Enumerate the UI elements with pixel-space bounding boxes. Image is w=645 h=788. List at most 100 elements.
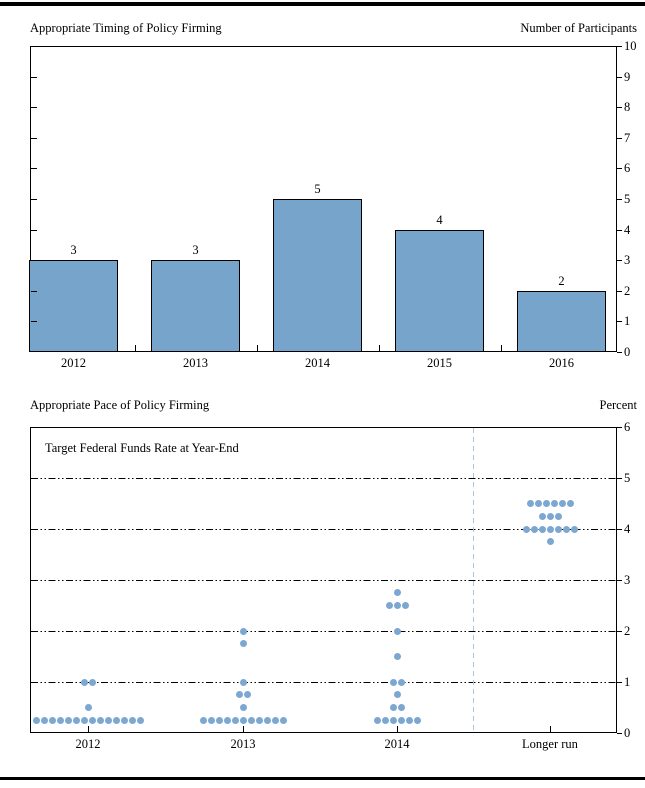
- projection-dot: [554, 512, 562, 520]
- y-tick-left: [31, 260, 37, 262]
- gridline-1: [31, 682, 616, 683]
- bar-value-label: 5: [314, 182, 321, 196]
- projection-dot: [546, 512, 554, 520]
- projection-dot: [72, 716, 80, 724]
- projection-dot: [538, 525, 546, 533]
- projection-dot: [530, 525, 538, 533]
- projection-dot: [397, 716, 405, 724]
- bar-2016: [517, 290, 606, 352]
- projection-dot: [247, 716, 255, 724]
- y-tick-label: 0: [624, 726, 631, 740]
- x-tick-label-2012: 2012: [61, 356, 86, 370]
- projection-dot: [522, 525, 530, 533]
- y-tick-label: 1: [624, 675, 631, 689]
- projection-dot: [562, 525, 570, 533]
- x-axis-tick: [397, 726, 398, 733]
- projection-dot: [84, 704, 92, 711]
- y-tick-label: 1: [624, 314, 631, 329]
- x-tick-label-2013: 2013: [183, 356, 208, 370]
- projection-dot: [56, 716, 64, 724]
- projection-dot: [215, 716, 223, 724]
- x-axis-tick: [134, 345, 136, 352]
- x-axis-tick: [256, 345, 258, 352]
- projection-dot: [542, 500, 550, 507]
- bar-value-label: 4: [436, 212, 443, 227]
- x-axis-tick: [550, 726, 551, 733]
- x-tick-label-longer-run: Longer run: [522, 737, 578, 751]
- projection-dot: [393, 602, 401, 609]
- bottom-rule: [0, 777, 645, 780]
- projection-dot: [120, 716, 128, 724]
- y-tick-right: [617, 529, 622, 530]
- projection-dot: [243, 691, 251, 699]
- projection-dot: [413, 716, 421, 724]
- y-tick-right: [617, 107, 622, 109]
- x-axis-tick: [243, 726, 244, 733]
- projection-dot: [385, 602, 393, 609]
- y-tick-right: [617, 46, 622, 47]
- projection-dot: [255, 716, 263, 724]
- y-tick-left: [31, 290, 37, 292]
- projection-dot: [405, 716, 413, 724]
- timing-chart-title: Appropriate Timing of Policy Firming: [30, 21, 222, 35]
- projection-dot: [136, 716, 144, 724]
- projection-dot: [128, 716, 136, 724]
- y-tick-label: 8: [624, 100, 631, 115]
- y-tick-left: [31, 229, 37, 231]
- projection-dot: [239, 627, 247, 635]
- y-tick-label: 4: [624, 222, 631, 237]
- x-tick-label-2013: 2013: [230, 737, 256, 751]
- projection-dot: [231, 716, 239, 724]
- projection-dot: [526, 500, 534, 507]
- y-tick-label: 3: [624, 573, 631, 587]
- projection-dot: [279, 716, 287, 724]
- x-tick-label-2015: 2015: [427, 356, 452, 370]
- y-tick-label: 4: [624, 522, 631, 536]
- projection-dot: [393, 589, 401, 597]
- y-tick-right: [617, 427, 622, 428]
- bar-2012: [29, 260, 118, 352]
- projection-dot: [104, 716, 112, 724]
- y-tick-left: [31, 321, 37, 323]
- pace-chart-title: Appropriate Pace of Policy Firming: [30, 398, 210, 412]
- y-tick-label: 9: [624, 69, 631, 84]
- projection-dot: [88, 716, 96, 724]
- y-tick-label: 7: [624, 130, 631, 145]
- y-tick-left: [31, 168, 37, 170]
- projection-dot: [393, 653, 401, 660]
- projection-dot: [393, 627, 401, 635]
- pace-chart-unit-label: Percent: [599, 398, 637, 412]
- y-tick-right: [617, 199, 622, 200]
- y-tick-label: 2: [624, 283, 631, 298]
- y-tick-right: [617, 290, 622, 292]
- y-tick-right: [617, 321, 622, 323]
- projection-dot: [389, 704, 397, 711]
- gridline-2: [31, 631, 616, 632]
- y-tick-left: [31, 76, 37, 78]
- x-axis-tick: [378, 345, 380, 352]
- y-tick-left: [31, 199, 37, 200]
- projection-dot: [554, 525, 562, 533]
- projection-dot: [397, 704, 405, 711]
- gridline-3: [31, 580, 616, 581]
- projection-dot: [239, 704, 247, 711]
- projection-dot: [223, 716, 231, 724]
- y-tick-right: [617, 682, 622, 683]
- y-tick-label: 6: [624, 161, 631, 176]
- projection-dot: [96, 716, 104, 724]
- bar-value-label: 3: [70, 243, 77, 258]
- projection-dot: [80, 716, 88, 724]
- y-tick-right: [617, 580, 622, 581]
- timing-chart-header: Appropriate Timing of Policy Firming Num…: [30, 21, 637, 35]
- y-tick-label: 3: [624, 253, 631, 268]
- projection-dot: [239, 678, 247, 686]
- projection-dot: [80, 678, 88, 686]
- y-tick-label: 6: [624, 420, 631, 434]
- projection-dot: [566, 500, 574, 507]
- y-tick-left: [31, 107, 37, 109]
- y-tick-label: 5: [624, 192, 631, 206]
- projection-dot: [393, 691, 401, 699]
- projection-dot: [263, 716, 271, 724]
- y-tick-right: [617, 260, 622, 262]
